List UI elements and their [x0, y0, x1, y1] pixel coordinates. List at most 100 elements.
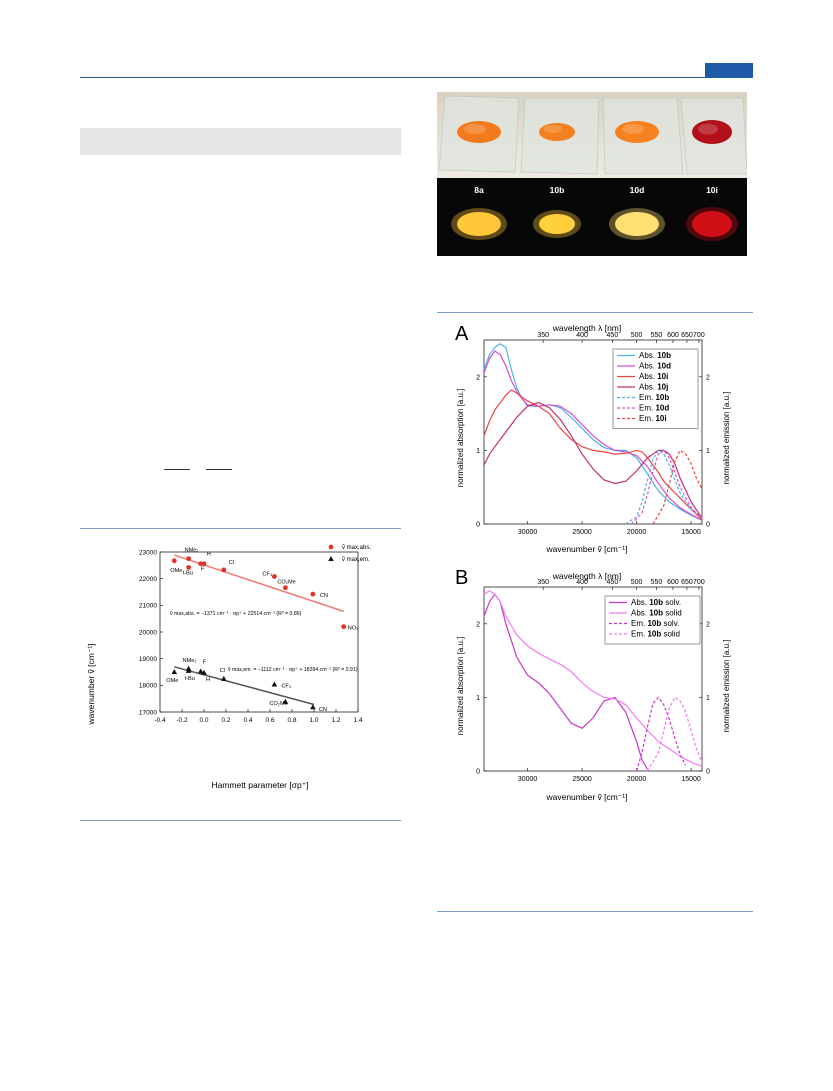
plot-frame: [483, 586, 703, 772]
point-label: H: [206, 677, 210, 683]
legend-marker-em: [328, 556, 334, 561]
powder-daylight: [457, 121, 501, 143]
top-x-tick-label: 400: [576, 332, 588, 339]
data-point-abs: [221, 567, 227, 573]
legend-label: Abs. 10b solv.: [631, 598, 681, 607]
hammett-ylabel: wavenumber ṽ [cm⁻¹]: [86, 643, 96, 725]
point-label: NMe₂: [183, 658, 197, 664]
left-y-tick-label: 1: [476, 695, 480, 702]
spectrum-curve: [483, 350, 703, 521]
x-tick-label: 20000: [627, 776, 647, 783]
data-point-abs: [186, 556, 191, 562]
data-point-em: [271, 681, 278, 687]
left-y-tick-label: 0: [476, 769, 480, 776]
panel-a-top-axis-title: wavelength λ [nm]: [552, 323, 622, 333]
legend-label: Em. 10b: [639, 393, 669, 402]
top-x-tick-label: 700: [693, 579, 705, 586]
top-x-tick-label: 350: [537, 332, 549, 339]
left-y-tick-label: 2: [476, 621, 480, 628]
panel-a-right-axis-title: normalized emission [a.u.]: [722, 392, 731, 485]
x-tick-label: 30000: [518, 529, 538, 536]
y-tick-label: 21000: [139, 603, 157, 610]
spectrum-curve: [483, 590, 703, 768]
data-point-abs: [341, 624, 347, 630]
top-x-tick-label: 500: [631, 579, 643, 586]
top-x-tick-label: 350: [537, 579, 549, 586]
legend-box: [604, 595, 701, 645]
panel-a-bottom-axis-title: wavenumber ṽ [cm⁻¹]: [545, 544, 627, 554]
data-point-em: [310, 704, 316, 710]
point-label: F: [203, 659, 207, 665]
hammett-plot: -0.4 -0.2 0.0 0.2 0.4 0.6 0.8 1.0 1.2 1.4 17000 180…: [86, 544, 371, 790]
legend-label: Em. 10i: [639, 414, 667, 423]
y-tick-label: 18000: [139, 683, 157, 690]
spectra-panel-a: A wavelength λ [nm] wavenumber ṽ [cm⁻¹] …: [455, 323, 731, 554]
x-tick-label: 0.0: [199, 717, 208, 724]
figure-rule: [437, 312, 753, 313]
journal-tab: [705, 63, 753, 78]
point-label: NMe₂: [185, 548, 199, 554]
hammett-xlabel: Hammett parameter [σp⁺]: [211, 780, 308, 790]
hammett-equation-abs: ṽ max,abs. = −1371 cm⁻¹ · σp⁺ + 22514 cm…: [170, 611, 302, 617]
point-label: t-Bu: [185, 676, 195, 682]
point-label: F: [201, 567, 205, 573]
x-tick-label: 0.8: [287, 717, 296, 724]
data-point-abs: [283, 585, 288, 591]
figure-rule: [80, 820, 401, 821]
panel-b-right-axis-title: normalized emission [a.u.]: [722, 640, 731, 733]
powder-highlight: [698, 123, 718, 135]
legend-label: Abs. 10b: [639, 351, 671, 360]
header-rule: [80, 77, 753, 78]
compound-label: 10i: [706, 185, 718, 195]
data-point-em: [185, 667, 192, 673]
y-tick-label: 22000: [139, 576, 157, 583]
figure-rule: [80, 528, 401, 529]
x-tick-label: -0.2: [176, 717, 188, 724]
spectrum-curve: [483, 389, 703, 521]
figure-rule: [437, 911, 753, 912]
y-tick-label: 20000: [139, 629, 157, 636]
top-x-tick-label: 450: [607, 332, 619, 339]
section-gray-box: [80, 128, 401, 155]
left-y-tick-label: 1: [476, 448, 480, 455]
point-label: Cl: [229, 560, 234, 566]
panel-a-letter: A: [455, 323, 469, 345]
right-y-tick-label: 0: [706, 522, 710, 529]
right-y-tick-label: 1: [706, 695, 710, 702]
x-tick-label: 0.4: [243, 717, 252, 724]
data-point-abs: [171, 558, 177, 564]
powder-highlight: [464, 124, 486, 134]
powder-photo: 8a 10b 10d 10i: [437, 92, 747, 256]
powder-highlight: [544, 124, 562, 134]
spectrum-curve: [483, 402, 703, 519]
x-tick-label: 25000: [572, 529, 592, 536]
top-x-tick-label: 450: [607, 579, 619, 586]
data-point-em: [171, 669, 178, 674]
powder-highlight: [622, 124, 644, 134]
x-tick-label: 15000: [681, 776, 701, 783]
right-y-tick-label: 1: [706, 448, 710, 455]
spectra-panel-b: B wavelength λ [nm] wavenumber ṽ [cm⁻¹] …: [455, 567, 731, 802]
top-x-tick-label: 650: [681, 579, 693, 586]
x-tick-label: 0.2: [221, 717, 230, 724]
top-x-tick-label: 650: [681, 332, 693, 339]
data-point-abs: [186, 565, 191, 570]
top-x-tick-label: 500: [631, 332, 643, 339]
data-point-em: [221, 675, 227, 681]
x-tick-label: 0.6: [265, 717, 274, 724]
x-tick-label: -0.4: [154, 717, 166, 724]
plot-frame: [483, 339, 703, 525]
x-tick-label: 1.4: [353, 717, 362, 724]
data-point-em: [282, 698, 289, 704]
powder-uv: [539, 214, 575, 234]
point-label: NO₂: [348, 626, 359, 632]
panel-b-bottom-axis-title: wavenumber ṽ [cm⁻¹]: [545, 792, 627, 802]
compound-label: 10d: [630, 185, 645, 195]
top-x-tick-label: 600: [667, 579, 679, 586]
spectrum-curve: [625, 449, 703, 525]
powder-uv: [457, 212, 501, 236]
legend-label: Em. 10b solv.: [631, 619, 679, 628]
powder-uv: [692, 211, 732, 237]
powder-uv: [615, 212, 659, 236]
y-tick-label: 17000: [139, 709, 157, 716]
